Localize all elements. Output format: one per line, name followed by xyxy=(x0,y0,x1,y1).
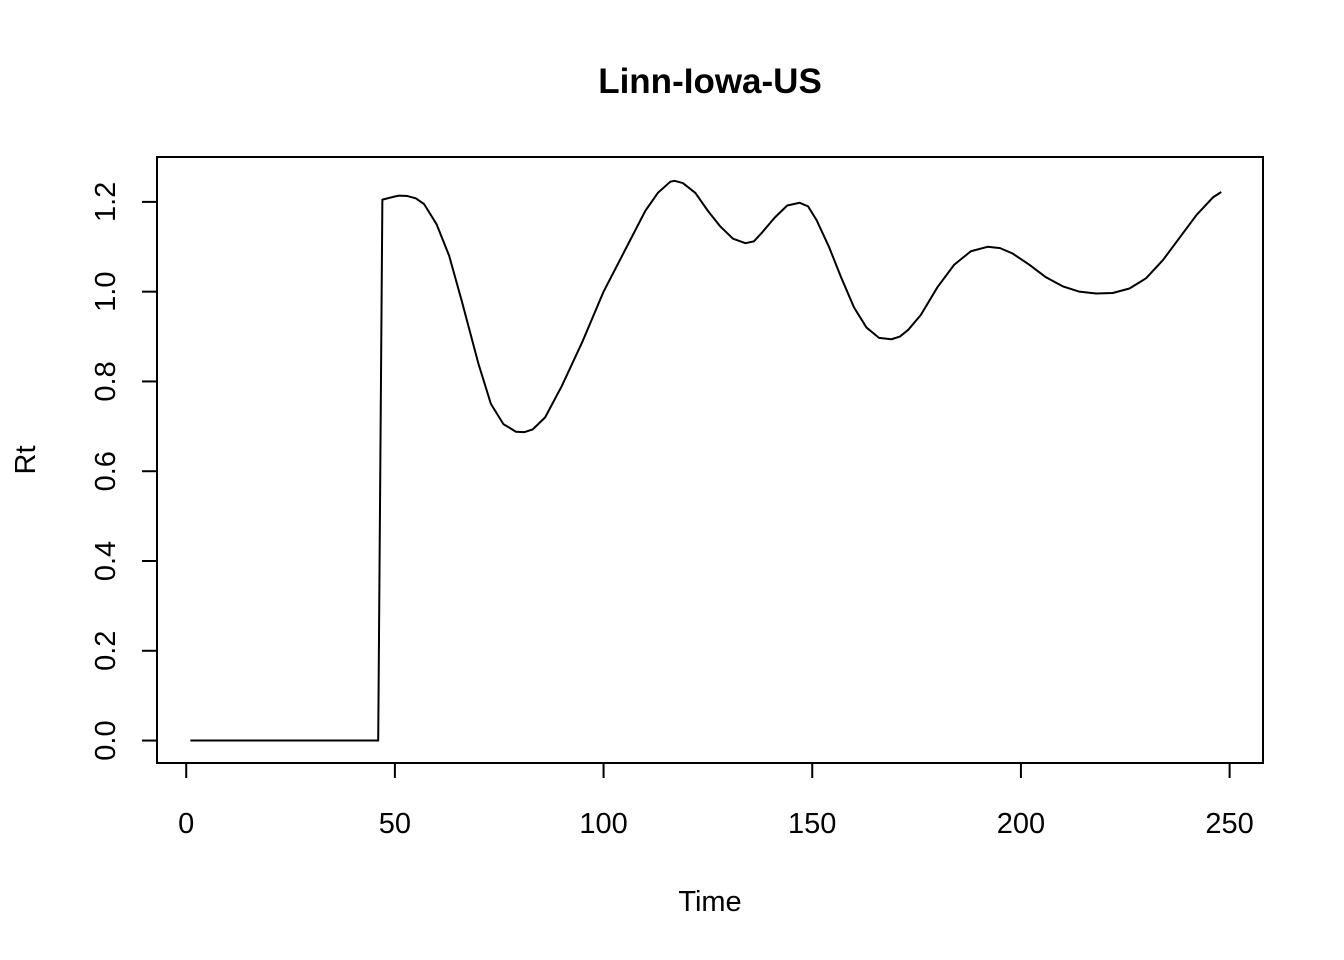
x-tick-label: 50 xyxy=(379,808,411,840)
y-tick-label: 1.2 xyxy=(90,182,122,222)
y-axis-label: Rt xyxy=(10,446,42,475)
y-tick-label: 0.8 xyxy=(90,361,122,401)
y-tick-label: 1.0 xyxy=(90,272,122,312)
y-axis: 0.0 0.2 0.4 0.6 0.8 1.0 1.2 xyxy=(90,182,157,761)
y-tick-label: 0.2 xyxy=(90,631,122,671)
x-axis-label: Time xyxy=(678,886,741,918)
y-tick-label: 0.6 xyxy=(90,451,122,491)
y-tick-label: 0.0 xyxy=(90,720,122,760)
rt-series-line xyxy=(190,179,1222,742)
y-tick-label: 0.4 xyxy=(90,541,122,581)
x-tick-label: 100 xyxy=(579,808,627,840)
chart-title: Linn-Iowa-US xyxy=(598,62,822,101)
x-tick-label: 200 xyxy=(997,808,1045,840)
plot-frame xyxy=(156,156,1264,764)
x-tick-label: 150 xyxy=(788,808,836,840)
x-axis: 0 50 100 150 200 250 xyxy=(178,762,1254,840)
x-tick-label: 0 xyxy=(178,808,194,840)
x-tick-label: 250 xyxy=(1205,808,1253,840)
